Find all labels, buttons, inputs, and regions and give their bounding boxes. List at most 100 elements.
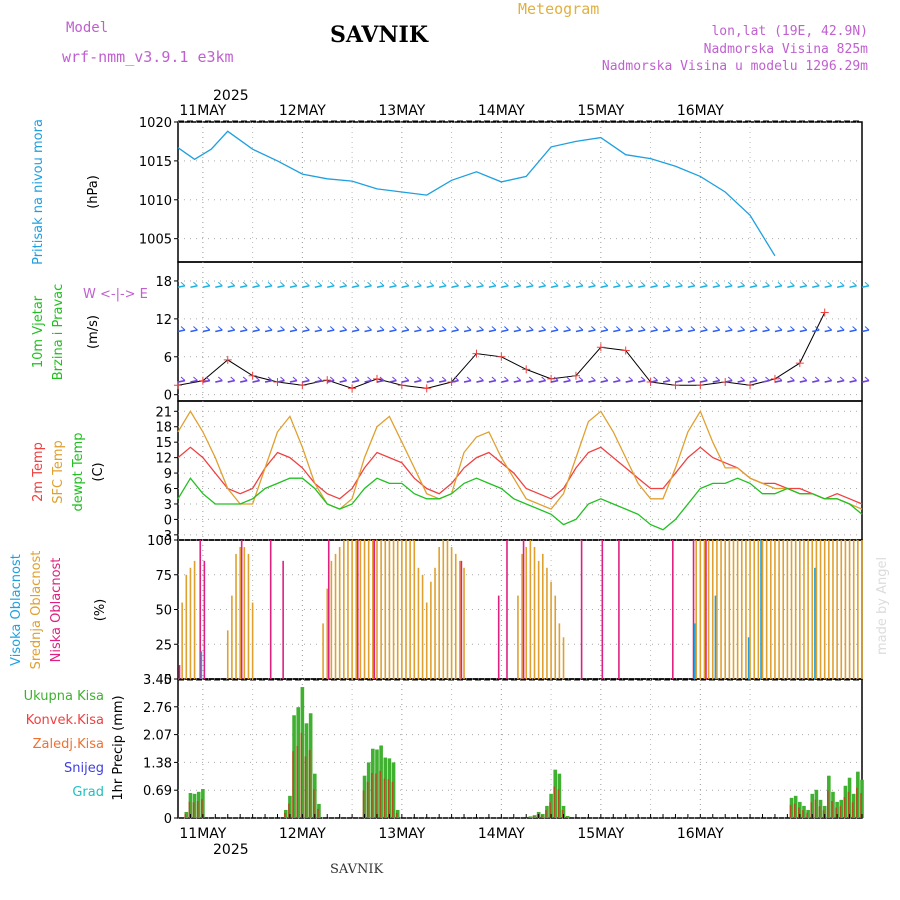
top-day-label: 12MAY [279,103,326,119]
wind-barb-flag [678,326,683,331]
wind-ytick-label: 18 [155,275,172,290]
temp-ytick-label: 3 [164,498,172,513]
wind-barb-flag [653,281,658,287]
precip-total-bar [317,803,321,818]
wind-barb [526,284,534,289]
precip-total-bar [362,775,367,818]
wind-barb [438,379,447,383]
wind-barb-flag [379,376,385,381]
wind-barb-flag [416,376,422,381]
precip-convective-bar [201,799,203,818]
wind-barb-flag [528,281,534,287]
wind-barb [414,284,422,289]
wind-barb [762,379,770,383]
wind-barb-flag [441,376,447,381]
top-day-label: 13MAY [378,103,425,119]
wind-barb-flag [615,326,621,331]
temp-ytick-label: 18 [155,421,172,436]
year-label-top: 2025 [213,88,249,104]
precip-total-bar [528,816,533,818]
wind-barb-flag [802,376,808,381]
precip-convective-bar [188,801,191,818]
wind-barb-flag [790,281,795,287]
wind-barb-flag [267,281,273,287]
wind-barb-flag [528,326,534,331]
wind-speed-marker [248,371,257,380]
dewpoint-line [177,477,863,531]
wind-barb-flag [504,376,509,381]
wind-barb [774,379,783,383]
wind-barb-flag [591,326,596,331]
wind-barb [513,329,521,333]
precip-convective-bar [379,770,381,818]
wind-barb-flag [317,376,323,381]
legend-convective-rain: Konvek.Kisa [26,713,104,728]
precip-convective-bar [283,812,286,818]
precip-total-bar [802,805,806,818]
wind-barb-flag [429,376,435,381]
wind-barb [812,284,820,289]
precip-total-bar [847,777,852,818]
wind-barb-flag [242,376,248,381]
bottom-day-label: 15MAY [577,826,624,842]
wind-barb-flag [852,376,857,381]
wind-barb [252,329,260,333]
wind-barb-flag [242,281,248,287]
wind-barb-flag [566,326,571,331]
wind-barb [700,379,708,383]
wind-barb-flag [305,376,310,381]
wind-barb-flag [790,376,795,381]
precip-total-bar [192,793,197,818]
wind-barb [351,379,360,383]
wind-barb [849,379,857,383]
wind-barb-flag [727,326,733,331]
wind-barb-flag [864,326,870,331]
wind-barb [550,379,559,383]
precip-total-bar [839,799,844,818]
precip-total-bar [860,779,864,818]
wind-barb-flag [379,281,385,287]
wind-barb [600,379,609,383]
wind-speed-marker [298,381,307,390]
wind-barb-flag [566,376,571,381]
wind-barb [438,284,447,289]
wind-barb-flag [193,376,198,381]
wind-barb [501,379,509,383]
wind-barb-flag [640,326,646,331]
wind-barb-flag [479,376,484,381]
wind-barb-flag [740,376,745,381]
wind-barb [861,284,870,289]
wind-barb [227,379,235,383]
wind-barb-flag [516,326,522,331]
precip-convective-bar [304,756,307,818]
wind-barb-flag [566,281,571,287]
precip-total-bar [292,715,296,818]
wind-barb-flag [504,326,509,331]
precip-total-bar [549,793,553,818]
wind-speed-marker [323,376,332,385]
temp-ytick-label: 15 [155,436,172,451]
precip-total-bar [300,687,305,818]
wind-barb-flag [615,376,621,381]
precip-convective-bar [827,790,829,818]
wind-barb-flag [702,281,708,287]
precip-convective-bar [860,793,862,818]
wind-barb [302,284,310,289]
precip-convective-bar [545,810,547,818]
cloud-ytick-label: 50 [155,604,172,619]
wind-barb [749,379,758,383]
wind-barb [438,329,447,333]
wind-barb [252,379,260,383]
wind-barb-flag [404,376,410,381]
precip-total-bar [387,758,392,818]
wind-barb [762,329,770,333]
wind-barb-flag [864,376,870,381]
temp-label-1: 2m Temp [31,442,46,502]
wind-barb [339,329,347,333]
wind-barb-flag [479,281,484,287]
precip-total-bar [383,757,388,818]
cloud-label-high: Visoka Oblacnost [9,554,24,666]
wind-barb-flag [603,376,609,381]
wind-barb-flag [466,376,472,381]
wind-barb [264,379,273,383]
